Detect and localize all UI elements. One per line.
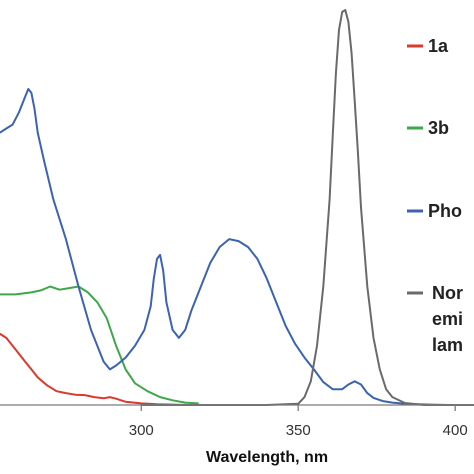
x-tick-label-350: 350 bbox=[286, 422, 311, 439]
legend-label-3b: 3b bbox=[428, 118, 449, 138]
x-tick-label-400: 400 bbox=[443, 422, 468, 439]
legend-label-pho: Pho bbox=[428, 201, 462, 221]
series-line-1 bbox=[0, 332, 199, 406]
series-line-2 bbox=[0, 285, 199, 405]
x-axis: 300 350 400 bbox=[0, 404, 474, 439]
legend-label-lam: lam bbox=[432, 335, 463, 355]
series-layer bbox=[0, 9, 474, 406]
series-line-4 bbox=[140, 9, 474, 406]
legend: 1a 3b Pho Nor emi lam bbox=[407, 36, 463, 355]
legend-label-nor: Nor bbox=[432, 283, 463, 303]
series-line-3 bbox=[0, 88, 474, 406]
legend-label-1a: 1a bbox=[428, 36, 449, 56]
legend-label-emi: emi bbox=[432, 309, 463, 329]
x-tick-label-300: 300 bbox=[129, 422, 154, 439]
x-axis-title: Wavelength, nm bbox=[206, 449, 328, 466]
